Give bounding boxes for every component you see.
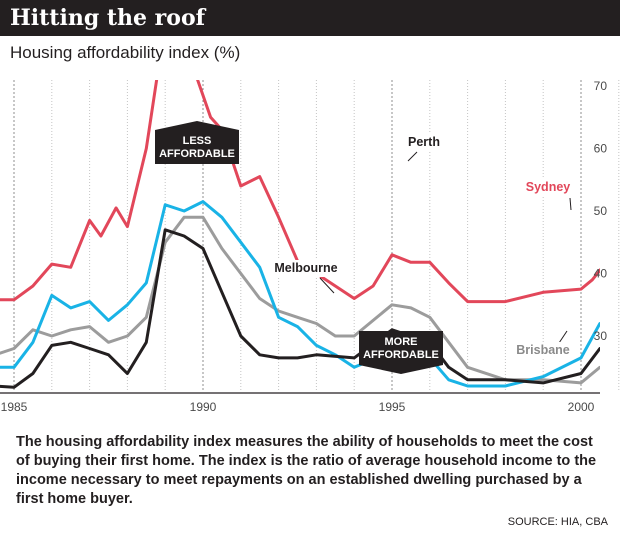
more-affordable-annotation-text-0: MORE: [385, 336, 418, 348]
series-label-bg-sydney: [524, 179, 572, 196]
leader-line-perth: [407, 151, 418, 162]
x-tick-label-2000: 2000: [568, 400, 595, 414]
chart-ticks: 19851990199520002005201020153040506070: [1, 79, 608, 414]
x-tick-label-1985: 1985: [1, 400, 28, 414]
leader-line-melbourne: [319, 277, 335, 294]
x-tick-label-1995: 1995: [379, 400, 406, 414]
title-bar: Hitting the roof: [0, 0, 620, 36]
chart-subtitle: Housing affordability index (%): [10, 43, 241, 62]
leader-line-sydney: [569, 197, 572, 211]
series-label-brisbane: Brisbane: [516, 343, 570, 357]
more-affordable-annotation-arrow: [359, 331, 443, 374]
less-affordable-annotation-arrow: [155, 121, 239, 164]
chart-series-labels: Perth Sydney Melbourne Brisbane: [270, 134, 572, 359]
series-label-sydney: Sydney: [526, 180, 571, 194]
y-tick-label-60: 60: [594, 142, 608, 156]
affordability-chart: 19851990199520002005201020153040506070 L…: [0, 79, 620, 414]
x-tick-label-1990: 1990: [190, 400, 217, 414]
series-label-melbourne: Melbourne: [274, 261, 337, 275]
series-label-perth: Perth: [408, 135, 440, 149]
chart-lines: [0, 80, 600, 389]
series-line-melbourne: [0, 200, 600, 388]
chart-grid: [0, 80, 620, 394]
y-tick-label-40: 40: [594, 267, 608, 281]
y-tick-label-30: 30: [594, 329, 608, 343]
more-affordable-annotation-text-1: AFFORDABLE: [363, 349, 439, 361]
chart-caption: The housing affordability index measures…: [16, 434, 597, 507]
series-line-brisbane: [0, 215, 600, 385]
chart-title: Hitting the roof: [10, 5, 206, 31]
less-affordable-annotation-text-0: LESS: [183, 135, 212, 147]
less-affordable-annotation-text-1: AFFORDABLE: [159, 148, 235, 160]
series-label-bg-brisbane: [514, 342, 572, 359]
series-line-perth: [0, 228, 600, 389]
y-tick-label-70: 70: [594, 79, 608, 93]
y-tick-label-50: 50: [594, 204, 608, 218]
series-label-bg-melbourne: [270, 260, 342, 277]
series-label-bg-perth: [403, 134, 445, 151]
chart-source: SOURCE: HIA, CBA: [507, 516, 608, 528]
